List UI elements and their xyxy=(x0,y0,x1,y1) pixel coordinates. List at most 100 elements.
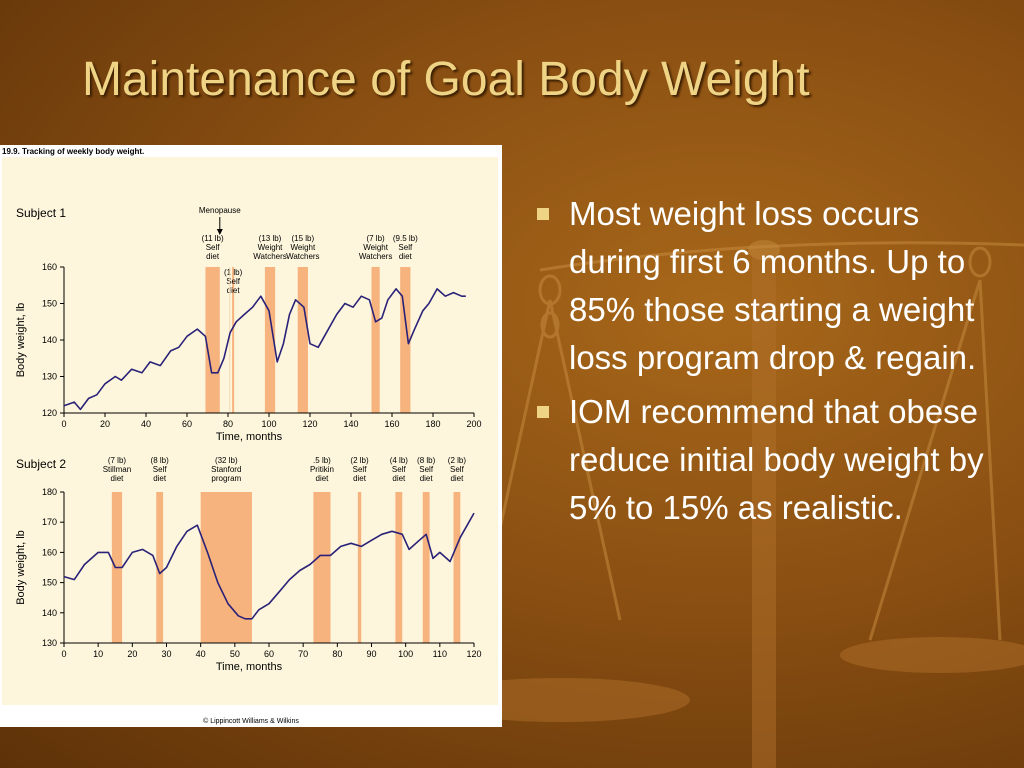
band-label: (15 lb) xyxy=(291,234,314,243)
figure-copyright: © Lippincott Williams & Wilkins xyxy=(203,717,299,725)
band-label: program xyxy=(211,474,241,483)
y-tick-label: 120 xyxy=(42,408,57,418)
band-label: Self xyxy=(353,465,368,474)
band-label: diet xyxy=(420,474,434,483)
band-label: diet xyxy=(153,474,167,483)
square-bullet-icon xyxy=(537,208,549,220)
band-label: (7 lb) xyxy=(108,456,127,465)
diet-band xyxy=(395,492,403,643)
diet-band xyxy=(264,267,276,413)
diet-band xyxy=(371,267,380,413)
y-axis-label: Body weight, lb xyxy=(15,530,27,605)
band-label: (8 lb) xyxy=(417,456,436,465)
diet-band xyxy=(422,492,430,643)
diet-band xyxy=(297,267,308,413)
y-tick-label: 140 xyxy=(42,335,57,345)
band-label: Pritikin xyxy=(310,465,334,474)
band-label: Self xyxy=(398,243,413,252)
diet-band xyxy=(205,267,220,413)
x-tick-label: 90 xyxy=(366,649,376,659)
band-label: .5 lb) xyxy=(313,456,331,465)
band-label: Watchers xyxy=(253,252,287,261)
square-bullet-icon xyxy=(537,406,549,418)
x-tick-label: 50 xyxy=(230,649,240,659)
band-label: Stillman xyxy=(103,465,131,474)
band-label: diet xyxy=(206,252,220,261)
band-label: (4 lb) xyxy=(390,456,409,465)
band-label: diet xyxy=(316,474,330,483)
band-label: Self xyxy=(153,465,168,474)
bullet-text: Most weight loss occurs during first 6 m… xyxy=(569,195,977,376)
y-tick-label: 170 xyxy=(42,517,57,527)
x-axis-label: Time, months xyxy=(216,661,283,673)
y-tick-label: 130 xyxy=(42,372,57,382)
diet-band xyxy=(232,267,235,413)
x-tick-label: 100 xyxy=(261,419,276,429)
x-axis-label: Time, months xyxy=(216,431,283,443)
x-tick-label: 110 xyxy=(433,649,447,659)
band-label: (2 lb) xyxy=(350,456,369,465)
band-label: (32 lb) xyxy=(215,456,238,465)
menopause-label: Menopause xyxy=(199,206,241,215)
y-tick-label: 130 xyxy=(42,638,57,648)
band-label: (2 lb) xyxy=(448,456,467,465)
band-label: (7 lb) xyxy=(366,234,385,243)
x-tick-label: 120 xyxy=(466,649,481,659)
band-label: Self xyxy=(450,465,465,474)
diet-band xyxy=(156,492,164,643)
diet-band xyxy=(400,267,411,413)
chart-title: Subject 2 xyxy=(16,457,66,471)
x-tick-label: 0 xyxy=(61,649,66,659)
band-label: (1 lb) xyxy=(224,268,243,277)
band-label: Watchers xyxy=(359,252,393,261)
x-tick-label: 80 xyxy=(223,419,233,429)
diet-band xyxy=(453,492,461,643)
diet-band xyxy=(313,492,331,643)
y-tick-label: 150 xyxy=(42,578,57,588)
x-tick-label: 100 xyxy=(398,649,413,659)
x-tick-label: 80 xyxy=(332,649,342,659)
y-axis-label: Body weight, lb xyxy=(15,303,27,378)
figure-caption: 19.9. Tracking of weekly body weight. xyxy=(2,147,144,156)
band-label: Self xyxy=(392,465,407,474)
band-label: (11 lb) xyxy=(202,234,224,243)
band-label: diet xyxy=(450,474,464,483)
band-label: Self xyxy=(419,465,434,474)
band-label: Watchers xyxy=(286,252,320,261)
band-label: (9.5 lb) xyxy=(393,234,418,243)
y-tick-label: 160 xyxy=(42,547,57,557)
x-tick-label: 20 xyxy=(100,419,110,429)
x-tick-label: 120 xyxy=(302,419,317,429)
weight-tracking-figure: 19.9. Tracking of weekly body weight. © … xyxy=(2,147,498,725)
x-tick-label: 140 xyxy=(343,419,358,429)
weight-series-line xyxy=(63,288,466,411)
x-tick-label: 60 xyxy=(182,419,192,429)
x-tick-label: 40 xyxy=(196,649,206,659)
band-label: (8 lb) xyxy=(151,456,170,465)
band-label: diet xyxy=(353,474,367,483)
x-tick-label: 60 xyxy=(264,649,274,659)
x-tick-label: 160 xyxy=(384,419,399,429)
x-tick-label: 200 xyxy=(466,419,481,429)
band-label: diet xyxy=(227,286,241,295)
band-label: diet xyxy=(399,252,413,261)
menopause-arrowhead xyxy=(216,229,223,235)
weight-series-line xyxy=(63,512,475,620)
chart-title: Subject 1 xyxy=(16,206,66,220)
y-tick-label: 150 xyxy=(42,299,57,309)
figure-panel: 19.9. Tracking of weekly body weight. © … xyxy=(0,145,502,727)
bullet-list: Most weight loss occurs during first 6 m… xyxy=(535,190,1005,538)
x-tick-label: 180 xyxy=(425,419,440,429)
band-label: diet xyxy=(111,474,125,483)
x-tick-label: 30 xyxy=(161,649,171,659)
x-tick-label: 10 xyxy=(93,649,103,659)
bullet-item: IOM recommend that obese reduce initial … xyxy=(535,388,1005,532)
band-label: Self xyxy=(226,277,241,286)
band-label: Weight xyxy=(258,243,284,252)
x-tick-label: 70 xyxy=(298,649,308,659)
diet-band xyxy=(200,492,252,643)
band-label: Self xyxy=(206,243,221,252)
y-tick-label: 160 xyxy=(42,262,57,272)
